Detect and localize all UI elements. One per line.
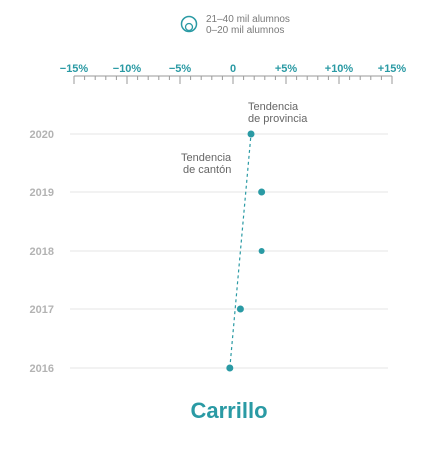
x-tick-label: −10%	[113, 63, 142, 75]
year-label-2017: 2017	[30, 304, 54, 316]
canton-trend-label-line1: Tendencia	[181, 152, 232, 164]
year-label-2016: 2016	[30, 363, 54, 375]
data-points	[226, 130, 266, 372]
canton-trend-label-line2: de cantón	[183, 164, 231, 176]
chart-title: Carrillo	[190, 398, 267, 423]
data-point-2020	[247, 130, 255, 138]
x-tick-label: 0	[230, 63, 236, 75]
x-tick-label: +10%	[325, 63, 354, 75]
x-axis: −15% −10% −5% 0 +5% +10% +15%	[60, 63, 407, 84]
legend-label-small: 0–20 mil alumnos	[206, 25, 284, 36]
x-tick-label: +5%	[275, 63, 298, 75]
year-label-2018: 2018	[30, 246, 54, 258]
province-trend-label-line2: de provincia	[248, 113, 308, 125]
x-tick-label: −5%	[169, 63, 192, 75]
nested-circles-size-icon	[180, 15, 198, 33]
legend-label-large: 21–40 mil alumnos	[206, 14, 290, 25]
legend: 21–40 mil alumnos 0–20 mil alumnos	[180, 14, 290, 36]
data-point-2019	[258, 188, 266, 196]
data-point-2018	[258, 248, 265, 254]
x-tick-label: +15%	[378, 63, 407, 75]
data-point-2016	[226, 364, 234, 372]
data-point-2017	[236, 305, 244, 313]
year-label-2020: 2020	[30, 129, 54, 141]
year-label-2019: 2019	[30, 187, 54, 199]
province-trend-label-line1: Tendencia	[248, 101, 299, 113]
x-tick-label: −15%	[60, 63, 89, 75]
